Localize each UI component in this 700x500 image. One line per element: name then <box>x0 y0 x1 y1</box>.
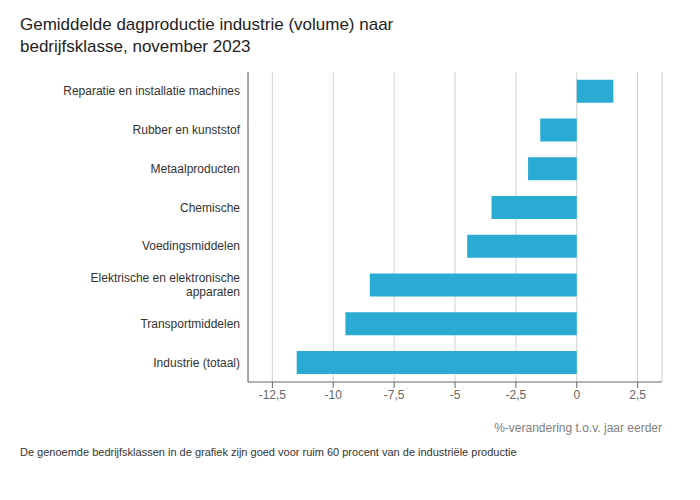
svg-text:Elektrische en elektronischeap: Elektrische en elektronischeapparaten <box>91 271 241 299</box>
svg-text:Metaalproducten: Metaalproducten <box>151 162 240 176</box>
svg-text:Transportmiddelen: Transportmiddelen <box>140 317 240 331</box>
svg-text:Reparatie en installatie machi: Reparatie en installatie machines <box>63 84 240 98</box>
svg-text:0: 0 <box>573 388 580 402</box>
svg-text:-2,5: -2,5 <box>506 388 527 402</box>
svg-text:Rubber en kunststof: Rubber en kunststof <box>133 123 241 137</box>
html-text:bedrijfsklasse, november 2023: bedrijfsklasse, november 2023 <box>20 37 251 56</box>
html-text:Gemiddelde dagproductie indust: Gemiddelde dagproductie industrie (volum… <box>20 15 394 34</box>
svg-text:-12,5: -12,5 <box>259 388 287 402</box>
svg-text:-5: -5 <box>450 388 461 402</box>
html-text:De genoemde bedrijfsklassen in: De genoemde bedrijfsklassen in de grafie… <box>20 446 517 458</box>
svg-text:%-verandering t.o.v. jaar eerd: %-verandering t.o.v. jaar eerder <box>494 421 662 435</box>
svg-text:Voedingsmiddelen: Voedingsmiddelen <box>142 239 240 253</box>
svg-text:2,5: 2,5 <box>629 388 646 402</box>
svg-text:Industrie (totaal): Industrie (totaal) <box>153 356 240 370</box>
svg-text:-7,5: -7,5 <box>384 388 405 402</box>
svg-text:-10: -10 <box>325 388 343 402</box>
svg-text:Chemische: Chemische <box>180 201 240 215</box>
